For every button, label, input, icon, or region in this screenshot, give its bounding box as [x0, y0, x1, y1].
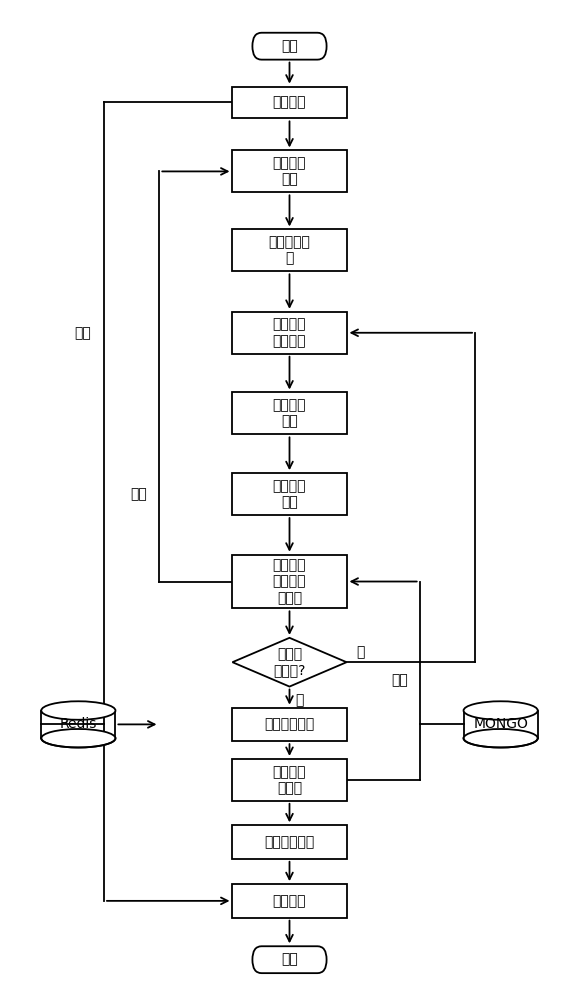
FancyBboxPatch shape	[232, 708, 347, 741]
FancyBboxPatch shape	[232, 825, 347, 859]
Text: Redis: Redis	[60, 717, 97, 731]
Text: 订阅: 订阅	[75, 326, 91, 340]
Text: 计算关停
卫星: 计算关停 卫星	[273, 479, 306, 509]
Text: 开始: 开始	[281, 39, 298, 53]
FancyBboxPatch shape	[252, 946, 327, 973]
FancyBboxPatch shape	[232, 473, 347, 515]
Text: 缓存: 缓存	[130, 487, 147, 501]
FancyBboxPatch shape	[232, 884, 347, 918]
Ellipse shape	[41, 729, 115, 747]
Polygon shape	[232, 638, 347, 687]
Ellipse shape	[464, 729, 538, 747]
FancyBboxPatch shape	[232, 392, 347, 434]
Ellipse shape	[464, 701, 538, 720]
Text: 读取卫星
星历数据: 读取卫星 星历数据	[273, 318, 306, 348]
FancyBboxPatch shape	[252, 33, 327, 60]
Text: 计算运动
方向: 计算运动 方向	[273, 398, 306, 429]
Text: 结束: 结束	[281, 953, 298, 967]
Text: 缓存: 缓存	[391, 674, 408, 688]
Text: 指令调
度模式?: 指令调 度模式?	[273, 647, 306, 677]
Text: 分配多星覆盖: 分配多星覆盖	[265, 835, 314, 849]
Text: 分配应急区域: 分配应急区域	[265, 717, 314, 731]
Text: 输入时间: 输入时间	[273, 95, 306, 109]
Text: 读取调度指
令: 读取调度指 令	[269, 235, 310, 266]
FancyBboxPatch shape	[232, 150, 347, 192]
FancyBboxPatch shape	[232, 759, 347, 801]
Ellipse shape	[41, 701, 115, 720]
Text: MONGO: MONGO	[473, 717, 528, 731]
FancyBboxPatch shape	[232, 555, 347, 608]
FancyBboxPatch shape	[232, 229, 347, 271]
Text: 保存数据: 保存数据	[273, 894, 306, 908]
Text: 分配单星
覆盖区: 分配单星 覆盖区	[273, 765, 306, 795]
Text: 读取卫星
与区域覆
盖关系: 读取卫星 与区域覆 盖关系	[273, 558, 306, 605]
FancyBboxPatch shape	[232, 87, 347, 118]
Text: 是: 是	[296, 693, 304, 707]
Text: 读取用户
业务: 读取用户 业务	[273, 156, 306, 187]
Text: 否: 否	[357, 645, 365, 659]
FancyBboxPatch shape	[232, 312, 347, 354]
